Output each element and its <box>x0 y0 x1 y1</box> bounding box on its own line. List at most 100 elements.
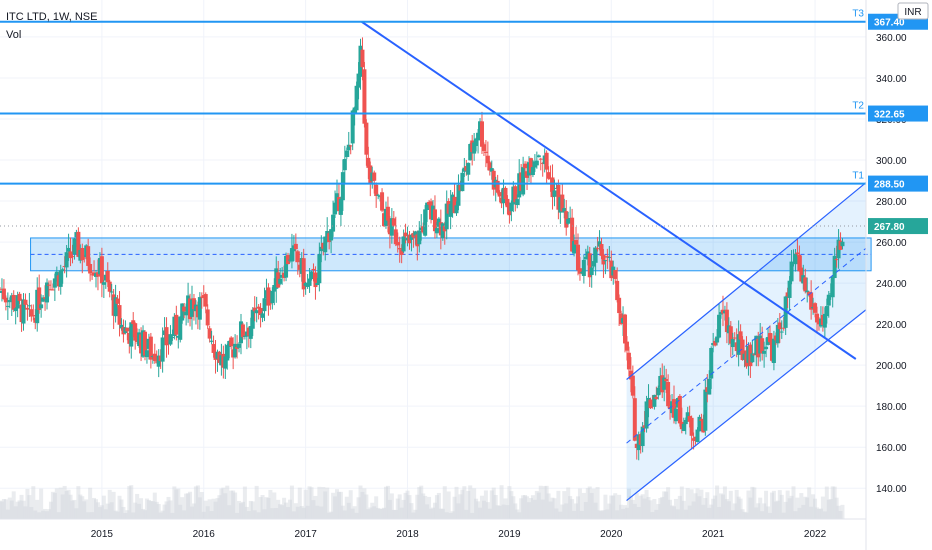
volume-bar <box>756 503 761 519</box>
candle-body <box>105 270 110 283</box>
candle-body <box>401 236 406 252</box>
volume-bar <box>409 503 414 519</box>
volume-bar <box>836 505 841 519</box>
volume-bar <box>307 486 312 519</box>
candle-body <box>479 121 484 147</box>
volume-bar <box>579 510 584 519</box>
candle-body <box>266 287 271 306</box>
volume-bar <box>648 500 653 519</box>
volume-bar <box>603 494 608 519</box>
volume-bar <box>260 495 265 519</box>
candle-body <box>713 340 718 346</box>
volume-bar <box>546 493 551 519</box>
volume-bar <box>336 491 341 519</box>
candle-body <box>536 155 541 158</box>
volume-bar <box>703 498 708 519</box>
candle-body <box>448 203 453 217</box>
candle-body <box>468 143 473 161</box>
candle-body <box>707 378 712 395</box>
candle-body <box>483 151 488 153</box>
candle-body <box>1 288 6 300</box>
volume-bar <box>744 512 749 519</box>
candle-body <box>799 267 804 282</box>
candle-body <box>677 395 682 424</box>
volume-bar <box>150 501 155 519</box>
volume-bar <box>638 495 643 519</box>
candle-body <box>39 304 44 309</box>
volume-bar <box>552 498 557 519</box>
candle-body <box>781 327 786 329</box>
volume-bar <box>229 490 234 519</box>
candle-body <box>815 313 820 323</box>
volume-bar <box>248 500 253 519</box>
candle-body <box>256 306 261 309</box>
y-tick-label: 360.00 <box>876 33 907 44</box>
volume-bar <box>105 503 110 519</box>
candle-body <box>27 305 32 307</box>
volume-bar <box>146 499 151 519</box>
candle-body <box>252 307 257 312</box>
volume-bar <box>709 504 714 519</box>
volume-bar <box>548 501 553 519</box>
volume-bar <box>378 508 383 519</box>
candle-body <box>31 315 36 317</box>
candle-body <box>413 231 418 236</box>
volume-bar <box>820 496 825 519</box>
candle-body <box>66 247 71 252</box>
candle-body <box>779 331 784 333</box>
volume-bar <box>832 486 837 519</box>
volume-bar <box>186 493 191 519</box>
candle-body <box>289 248 294 262</box>
candle-body <box>225 345 230 361</box>
volume-bar <box>462 486 467 519</box>
candle-body <box>362 69 367 124</box>
volume-bar <box>713 495 718 519</box>
volume-bar <box>289 485 294 519</box>
volume-bar <box>17 500 22 519</box>
volume-bar <box>0 501 4 519</box>
candle-body <box>673 408 678 422</box>
volume-bar <box>385 485 390 519</box>
volume-bar <box>431 507 435 519</box>
volume-bar <box>170 512 175 519</box>
volume-bar <box>813 498 818 519</box>
y-tick-label: 220.00 <box>876 320 907 331</box>
volume-bar <box>634 493 639 519</box>
volume-bar <box>382 507 387 519</box>
volume-bar <box>139 498 144 519</box>
volume-bar <box>174 489 179 519</box>
volume-bar <box>346 502 351 519</box>
volume-bar <box>297 487 302 519</box>
volume-bar <box>787 498 792 519</box>
volume-bar <box>521 495 526 519</box>
symbol-title: ITC LTD, 1W, NSE <box>6 11 97 23</box>
volume-bar <box>442 486 447 519</box>
volume-bar <box>1 499 6 519</box>
volume-bar <box>340 505 345 519</box>
currency-badge[interactable]: INR <box>897 2 929 20</box>
volume-bar <box>342 510 347 519</box>
volume-bar <box>595 487 600 519</box>
candle-body <box>728 326 733 344</box>
volume-bar <box>166 496 171 519</box>
volume-bar <box>560 504 565 519</box>
volume-bar <box>333 496 338 519</box>
volume-bar <box>811 494 816 519</box>
candle-body <box>830 276 835 298</box>
candle-body <box>380 192 385 211</box>
volume-bar <box>599 511 604 519</box>
candle-body <box>664 379 669 382</box>
candle-body <box>156 355 161 367</box>
volume-bar <box>80 496 85 519</box>
volume-bar <box>13 506 18 519</box>
volume-bar <box>483 490 488 519</box>
volume-bar <box>235 512 240 519</box>
candle-body <box>593 247 598 263</box>
y-tick-label: 140.00 <box>876 484 907 495</box>
candle-body <box>740 339 745 361</box>
volume-bar <box>499 485 504 519</box>
volume-bar <box>188 491 193 519</box>
volume-bar <box>94 499 99 519</box>
volume-bar <box>805 497 810 519</box>
